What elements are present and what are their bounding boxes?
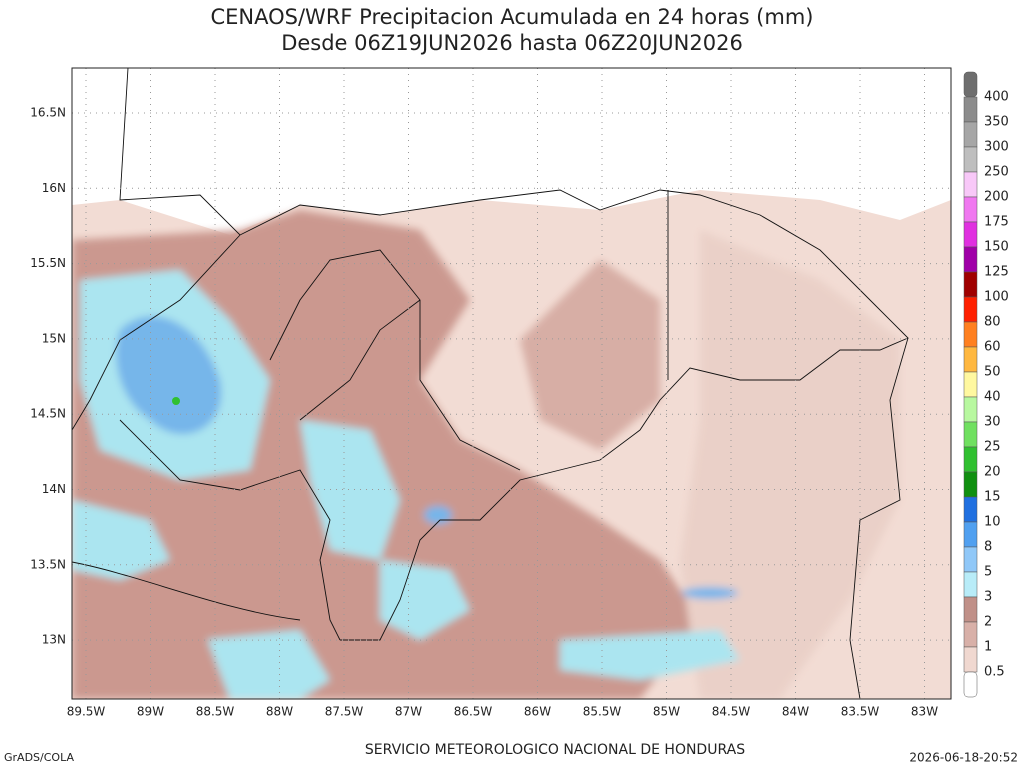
- colorbar-label: 300: [984, 140, 1009, 155]
- colorbar-segment: [963, 146, 978, 173]
- colorbar-segment: [963, 546, 978, 573]
- title-line: CENAOS/WRF Precipitacion Acumulada en 24…: [210, 5, 813, 29]
- lon-label: 84.5W: [712, 705, 751, 719]
- lat-label: 14.5N: [30, 407, 66, 421]
- lat-label: 15.5N: [30, 256, 66, 270]
- colorbar-segment: [963, 371, 978, 398]
- colorbar-label: 40: [984, 390, 1001, 405]
- colorbar-segment: [963, 471, 978, 498]
- colorbar: 4003503002502001751501251008060504030252…: [963, 71, 1009, 698]
- colorbar-label: 400: [984, 90, 1009, 105]
- colorbar-segment: [963, 671, 978, 698]
- lon-label: 89W: [137, 705, 164, 719]
- lat-label: 13.5N: [30, 557, 66, 571]
- colorbar-segment: [963, 96, 978, 123]
- colorbar-label: 150: [984, 240, 1009, 255]
- colorbar-label: 30: [984, 415, 1001, 430]
- max-marker: [172, 397, 180, 405]
- colorbar-label: 10: [984, 515, 1001, 530]
- colorbar-segment: [963, 196, 978, 223]
- colorbar-segment: [963, 221, 978, 248]
- colorbar-label: 100: [984, 290, 1009, 305]
- map-area: [72, 68, 951, 699]
- colorbar-segment: [963, 271, 978, 298]
- colorbar-label: 175: [984, 215, 1009, 230]
- colorbar-segment: [963, 171, 978, 198]
- colorbar-label: 50: [984, 365, 1001, 380]
- colorbar-label: 80: [984, 315, 1001, 330]
- lat-label: 16.5N: [30, 106, 66, 120]
- map-frame: [71, 67, 952, 700]
- colorbar-label: 3: [984, 590, 992, 605]
- colorbar-label: 200: [984, 190, 1009, 205]
- lon-label: 85W: [653, 705, 680, 719]
- lat-label: 16N: [42, 181, 66, 195]
- colorbar-label: 60: [984, 340, 1001, 355]
- colorbar-label: 250: [984, 165, 1009, 180]
- colorbar-segment: [963, 421, 978, 448]
- footer-right: 2026-06-18-20:52: [909, 751, 1018, 765]
- colorbar-segment: [963, 121, 978, 148]
- lat-label: 14N: [42, 482, 66, 496]
- colorbar-label: 20: [984, 465, 1001, 480]
- colorbar-segment: [963, 496, 978, 523]
- colorbar-label: 15: [984, 490, 1001, 505]
- colorbar-segment: [963, 621, 978, 648]
- lon-label: 88W: [266, 705, 293, 719]
- footer-left: GrADS/COLA: [4, 751, 74, 764]
- colorbar-segment: [963, 596, 978, 623]
- axes: 16.5N 16N 15.5N 15N 14.5N 14N 13.5N 13N 89.5W 89W…: [30, 106, 938, 719]
- colorbar-segment: [963, 321, 978, 348]
- title-line: Desde 06Z19JUN2026 hasta 06Z20JUN2026: [281, 31, 743, 55]
- colorbar-label: 0.5: [984, 665, 1005, 680]
- colorbar-label: 5: [984, 565, 992, 580]
- colorbar-label: 350: [984, 115, 1009, 130]
- lat-label: 15N: [42, 331, 66, 345]
- lon-label: 83.5W: [841, 705, 880, 719]
- lon-label: 87W: [395, 705, 422, 719]
- colorbar-segment: [963, 296, 978, 323]
- colorbar-label: 125: [984, 265, 1009, 280]
- colorbar-segment: [963, 646, 978, 673]
- grid: [72, 68, 951, 699]
- lon-label: 86.5W: [454, 705, 493, 719]
- lon-label: 88.5W: [196, 705, 235, 719]
- lon-label: 83W: [911, 705, 938, 719]
- colorbar-segment: [963, 396, 978, 423]
- colorbar-segment: [963, 246, 978, 273]
- colorbar-segment: [963, 346, 978, 373]
- footer-center: SERVICIO METEOROLOGICO NACIONAL DE HONDU…: [365, 742, 745, 758]
- lon-label: 85.5W: [583, 705, 622, 719]
- lon-label: 84W: [782, 705, 809, 719]
- colorbar-segment: [963, 521, 978, 548]
- lon-label: 89.5W: [67, 705, 106, 719]
- colorbar-label: 8: [984, 540, 992, 555]
- colorbar-label: 25: [984, 440, 1001, 455]
- colorbar-label: 1: [984, 640, 992, 655]
- colorbar-segment: [963, 571, 978, 598]
- colorbar-label: 2: [984, 615, 992, 630]
- lat-label: 13N: [42, 633, 66, 647]
- colorbar-segment: [963, 71, 978, 98]
- lon-label: 86W: [524, 705, 551, 719]
- colorbar-segment: [963, 446, 978, 473]
- lon-label: 87.5W: [325, 705, 364, 719]
